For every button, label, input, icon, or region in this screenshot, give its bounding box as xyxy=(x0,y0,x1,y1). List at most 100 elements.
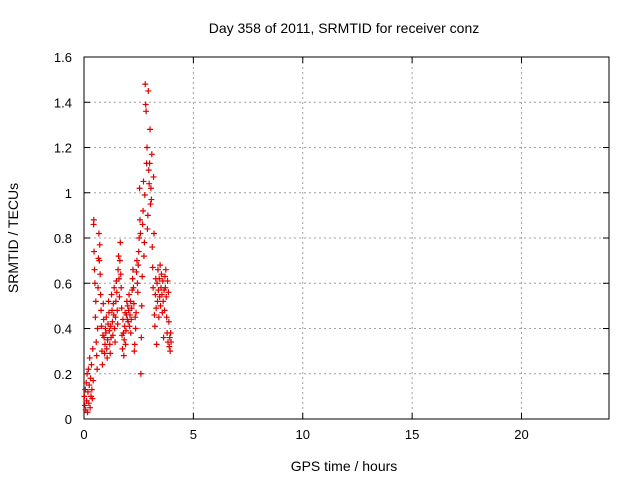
data-point xyxy=(140,178,147,185)
data-point xyxy=(158,271,165,278)
data-point xyxy=(99,361,106,368)
data-point xyxy=(152,291,159,298)
data-point xyxy=(87,404,94,411)
data-point xyxy=(89,345,96,352)
data-point xyxy=(144,212,151,219)
data-point xyxy=(137,216,143,223)
data-point xyxy=(141,192,148,199)
data-point xyxy=(98,307,105,314)
data-point xyxy=(91,248,98,255)
data-point xyxy=(106,327,113,334)
data-point xyxy=(103,314,110,321)
data-point xyxy=(84,388,91,395)
data-point xyxy=(162,284,169,291)
data-point xyxy=(142,101,149,108)
y-tick-label: 0.8 xyxy=(54,231,72,246)
data-point xyxy=(149,244,156,251)
data-point xyxy=(149,264,156,271)
data-point xyxy=(130,284,137,291)
data-point xyxy=(81,393,88,400)
data-point xyxy=(128,305,135,312)
data-point xyxy=(163,314,170,321)
data-point xyxy=(139,221,146,228)
data-point xyxy=(155,314,162,321)
data-point xyxy=(167,330,174,337)
data-point xyxy=(127,298,134,305)
data-point xyxy=(90,216,97,223)
data-point xyxy=(132,325,139,332)
data-point xyxy=(154,266,161,273)
data-point xyxy=(107,323,114,330)
data-point xyxy=(137,370,144,377)
data-point xyxy=(126,323,133,330)
data-point xyxy=(130,266,136,273)
x-tick-label: 15 xyxy=(405,427,419,442)
data-point xyxy=(165,318,172,325)
data-point xyxy=(113,289,120,296)
data-point xyxy=(94,366,101,373)
data-point xyxy=(118,305,125,312)
data-point xyxy=(109,318,116,325)
data-point xyxy=(105,309,112,316)
data-point xyxy=(81,402,88,409)
data-point xyxy=(106,341,113,348)
data-point xyxy=(160,298,167,305)
data-point xyxy=(122,341,129,348)
data-point xyxy=(153,341,160,348)
data-point xyxy=(111,325,118,332)
data-point xyxy=(133,268,140,275)
data-point xyxy=(126,291,133,298)
data-point xyxy=(101,350,108,357)
data-point xyxy=(123,327,129,334)
data-point xyxy=(138,302,145,309)
data-point xyxy=(147,201,154,208)
data-point xyxy=(168,339,175,346)
data-point xyxy=(151,323,158,330)
y-tick-label: 0.2 xyxy=(54,367,72,382)
data-point xyxy=(131,341,138,348)
y-tick-label: 0.4 xyxy=(54,322,72,337)
data-point xyxy=(151,230,157,237)
data-point xyxy=(161,273,168,280)
data-point xyxy=(150,173,157,180)
data-point xyxy=(108,291,115,298)
data-point xyxy=(95,284,101,291)
data-point xyxy=(133,309,140,316)
x-tick-label: 20 xyxy=(514,427,528,442)
data-point xyxy=(112,339,119,346)
data-points xyxy=(81,81,175,416)
data-point xyxy=(114,320,121,327)
data-point xyxy=(95,230,102,237)
data-point xyxy=(157,302,164,309)
data-point xyxy=(85,400,92,407)
data-point xyxy=(146,160,153,167)
data-point xyxy=(115,266,122,273)
data-point xyxy=(165,289,172,296)
data-point xyxy=(119,345,126,352)
y-tick-label: 1.6 xyxy=(54,50,72,65)
y-axis-label: SRMTID / TECUs xyxy=(5,183,21,293)
y-tick-label: 0.6 xyxy=(54,276,72,291)
data-point xyxy=(163,293,170,300)
data-point xyxy=(147,185,154,192)
data-point xyxy=(89,395,96,402)
data-point xyxy=(148,151,155,158)
x-tick-label: 0 xyxy=(80,427,87,442)
data-point xyxy=(116,257,123,264)
axis-ticks: 0 5 10 15 20 0 0.2 0.4 0.6 0.8 1 1.2 1.4 1.6 xyxy=(54,50,609,442)
data-point xyxy=(97,271,104,278)
data-point xyxy=(90,377,97,384)
data-point xyxy=(141,239,148,246)
data-point xyxy=(103,345,110,352)
data-point xyxy=(129,275,136,282)
data-point xyxy=(104,354,111,361)
data-point xyxy=(93,352,100,359)
data-point xyxy=(125,318,132,325)
data-point xyxy=(86,382,93,389)
data-point xyxy=(85,366,92,373)
data-point xyxy=(131,348,138,355)
data-point xyxy=(107,350,114,357)
data-point xyxy=(167,348,174,355)
data-point xyxy=(125,307,132,314)
